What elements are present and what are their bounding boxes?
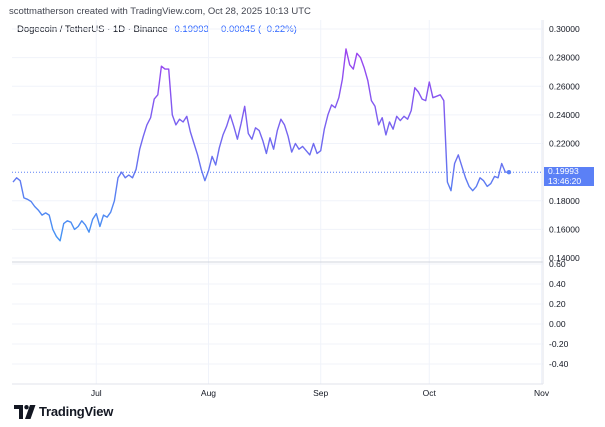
last-price-dot — [506, 170, 512, 175]
y-tick-label: 0.24000 — [549, 110, 580, 120]
brand-name: TradingView — [39, 404, 114, 419]
y-tick-label: 0.14000 — [549, 253, 580, 263]
sub-axis-ticks: 0.60 0.40 0.20 0.00 -0.20 -0.40 — [549, 259, 569, 369]
x-tick-label: Jul — [91, 388, 102, 398]
y-tick-label: 0.26000 — [549, 81, 580, 91]
sub-tick-label: 0.00 — [549, 319, 566, 329]
sub-tick-label: 0.20 — [549, 299, 566, 309]
sub-tick-label: 0.60 — [549, 259, 566, 269]
sub-tick-label: 0.40 — [549, 279, 566, 289]
bar-countdown: 13:46:20 — [548, 175, 582, 186]
y-tick-label: 0.28000 — [549, 53, 580, 63]
time-axis-ticks: Jul Aug Sep Oct Nov — [91, 388, 550, 398]
x-tick-label: Sep — [313, 388, 328, 398]
y-tick-label: 0.18000 — [549, 196, 580, 206]
last-price-label: 0.19993 13:46:20 — [544, 166, 594, 186]
price-series-line[interactable] — [12, 48, 509, 242]
y-tick-label: 0.16000 — [549, 224, 580, 234]
x-tick-label: Nov — [534, 388, 550, 398]
tradingview-brand[interactable]: TradingView — [14, 404, 113, 419]
price-axis-ticks: 0.30000 0.28000 0.26000 0.24000 0.22000 0.180… — [549, 24, 580, 263]
sub-pane-grid — [12, 263, 543, 365]
sub-tick-label: -0.20 — [549, 339, 569, 349]
tradingview-logo-icon — [14, 404, 36, 419]
x-tick-label: Aug — [201, 388, 216, 398]
x-tick-label: Oct — [423, 388, 437, 398]
last-price-label-value: 0.19993 — [548, 166, 579, 176]
sub-tick-label: -0.40 — [549, 359, 569, 369]
y-tick-label: 0.30000 — [549, 24, 580, 34]
main-pane-grid — [12, 20, 543, 384]
chart-attribution: scottmatherson created with TradingView.… — [9, 6, 311, 17]
y-tick-label: 0.22000 — [549, 139, 580, 149]
